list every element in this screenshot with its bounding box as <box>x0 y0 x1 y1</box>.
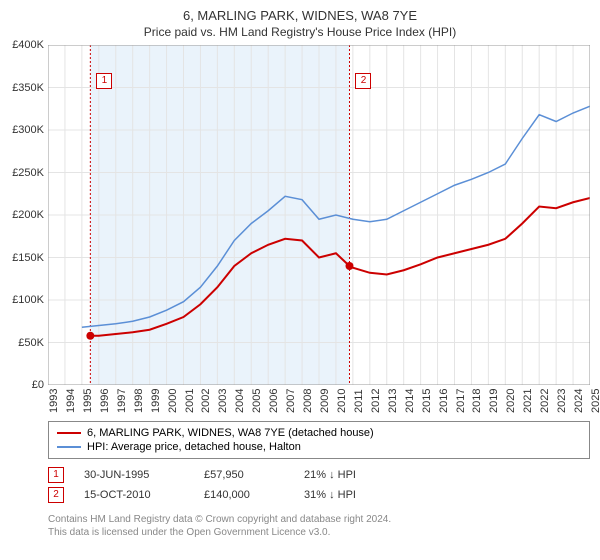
x-tick-label: 2005 <box>251 389 263 413</box>
x-tick-label: 2015 <box>421 389 433 413</box>
event-date: 15-OCT-2010 <box>84 489 184 501</box>
x-tick-label: 1994 <box>65 389 77 413</box>
x-tick-label: 2020 <box>505 389 517 413</box>
legend-swatch <box>57 432 81 434</box>
event-date: 30-JUN-1995 <box>84 469 184 481</box>
y-tick-label: £300K <box>0 124 44 136</box>
x-tick-label: 2001 <box>184 389 196 413</box>
y-tick-label: £100K <box>0 294 44 306</box>
x-tick-label: 2009 <box>319 389 331 413</box>
legend-swatch <box>57 446 81 448</box>
chart-title: 6, MARLING PARK, WIDNES, WA8 7YE <box>0 0 600 23</box>
x-tick-label: 2018 <box>471 389 483 413</box>
footnote-line2: This data is licensed under the Open Gov… <box>48 526 590 539</box>
chart-container: 6, MARLING PARK, WIDNES, WA8 7YE Price p… <box>0 0 600 560</box>
x-tick-label: 1995 <box>82 389 94 413</box>
x-tick-label: 2011 <box>353 389 365 413</box>
chart-svg <box>48 45 590 385</box>
x-tick-label: 2006 <box>268 389 280 413</box>
x-tick-label: 1996 <box>99 389 111 413</box>
x-tick-label: 2023 <box>556 389 568 413</box>
event-marker-box: 1 <box>96 73 112 89</box>
chart-subtitle: Price paid vs. HM Land Registry's House … <box>0 23 600 45</box>
x-tick-label: 2012 <box>370 389 382 413</box>
legend-label: 6, MARLING PARK, WIDNES, WA8 7YE (detach… <box>87 427 374 439</box>
x-tick-label: 2025 <box>590 389 600 413</box>
event-row: 2 15-OCT-2010 £140,000 31% ↓ HPI <box>48 485 590 505</box>
x-tick-label: 2003 <box>217 389 229 413</box>
legend-label: HPI: Average price, detached house, Halt… <box>87 441 301 453</box>
event-row: 1 30-JUN-1995 £57,950 21% ↓ HPI <box>48 465 590 485</box>
x-tick-label: 2007 <box>285 389 297 413</box>
x-tick-label: 2004 <box>234 389 246 413</box>
y-tick-label: £0 <box>0 379 44 391</box>
x-tick-label: 1997 <box>116 389 128 413</box>
x-tick-label: 2021 <box>522 389 534 413</box>
y-tick-label: £150K <box>0 252 44 264</box>
event-marker: 2 <box>48 487 64 503</box>
x-tick-label: 2014 <box>404 389 416 413</box>
x-tick-label: 2010 <box>336 389 348 413</box>
x-tick-label: 2008 <box>302 389 314 413</box>
chart-area: £0£50K£100K£150K£200K£250K£300K£350K£400… <box>48 45 590 385</box>
footnote: Contains HM Land Registry data © Crown c… <box>48 513 590 539</box>
y-tick-label: £250K <box>0 167 44 179</box>
y-tick-label: £50K <box>0 337 44 349</box>
x-tick-label: 1999 <box>150 389 162 413</box>
x-tick-label: 2013 <box>387 389 399 413</box>
y-tick-label: £200K <box>0 209 44 221</box>
x-tick-label: 2024 <box>573 389 585 413</box>
event-marker: 1 <box>48 467 64 483</box>
event-dot <box>345 262 353 270</box>
event-marker-box: 2 <box>355 73 371 89</box>
events-table: 1 30-JUN-1995 £57,950 21% ↓ HPI 2 15-OCT-2010… <box>48 465 590 505</box>
event-price: £140,000 <box>204 489 284 501</box>
event-delta: 21% ↓ HPI <box>304 469 356 481</box>
y-tick-label: £350K <box>0 82 44 94</box>
x-tick-label: 1998 <box>133 389 145 413</box>
x-tick-label: 2019 <box>488 389 500 413</box>
x-tick-label: 1993 <box>48 389 60 413</box>
event-delta: 31% ↓ HPI <box>304 489 356 501</box>
x-tick-label: 2002 <box>200 389 212 413</box>
y-tick-label: £400K <box>0 39 44 51</box>
legend-row: 6, MARLING PARK, WIDNES, WA8 7YE (detach… <box>57 426 581 440</box>
x-tick-label: 2017 <box>455 389 467 413</box>
legend: 6, MARLING PARK, WIDNES, WA8 7YE (detach… <box>48 421 590 459</box>
x-tick-label: 2000 <box>167 389 179 413</box>
event-dot <box>86 332 94 340</box>
x-tick-label: 2022 <box>539 389 551 413</box>
legend-row: HPI: Average price, detached house, Halt… <box>57 440 581 454</box>
x-tick-label: 2016 <box>438 389 450 413</box>
footnote-line1: Contains HM Land Registry data © Crown c… <box>48 513 590 526</box>
event-price: £57,950 <box>204 469 284 481</box>
